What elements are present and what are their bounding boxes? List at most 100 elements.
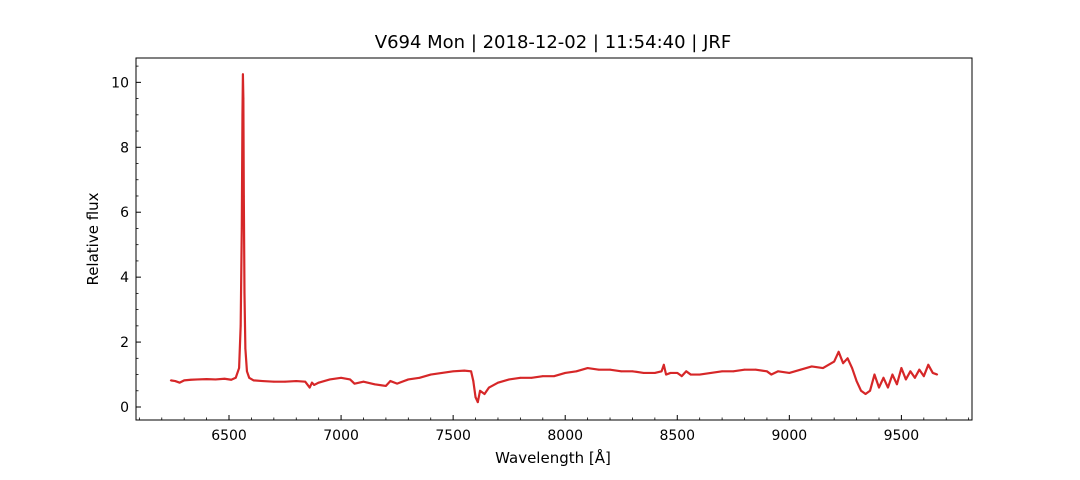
data-point <box>178 381 181 384</box>
data-point <box>284 380 286 383</box>
data-point <box>721 370 723 373</box>
data-point <box>822 367 824 369</box>
data-point <box>662 363 665 366</box>
data-point <box>396 382 399 385</box>
data-point <box>214 378 217 381</box>
data-point <box>575 370 578 373</box>
plot-frame <box>135 57 973 421</box>
data-point <box>362 380 365 383</box>
data-point <box>660 370 663 373</box>
axes: 6500 7000 7500 8000 8500 9000 9500 0 2 4 6 8 10 <box>111 57 973 444</box>
data-point <box>174 380 177 382</box>
data-point <box>242 73 244 76</box>
data-point <box>922 375 925 378</box>
data-point <box>252 379 255 382</box>
data-point <box>851 367 853 369</box>
data-point <box>766 370 768 373</box>
data-point <box>308 386 311 389</box>
data-point <box>669 372 672 374</box>
data-point <box>246 370 248 373</box>
y-tick-label: 2 <box>120 335 129 351</box>
data-point <box>313 384 316 386</box>
data-point <box>295 380 298 382</box>
data-point <box>873 373 876 376</box>
data-point <box>743 368 746 371</box>
data-point <box>429 373 432 376</box>
data-point <box>620 370 623 373</box>
data-point <box>519 376 522 379</box>
data-point <box>349 378 351 381</box>
data-point <box>689 373 692 376</box>
data-point <box>441 372 443 374</box>
data-point <box>183 379 186 382</box>
data-point <box>709 372 712 374</box>
data-point <box>385 385 387 387</box>
data-point <box>261 380 264 382</box>
plot-area <box>169 73 939 404</box>
x-tick-label: 8500 <box>659 428 695 444</box>
data-point <box>239 324 242 327</box>
data-point <box>470 370 472 373</box>
data-point <box>244 347 247 350</box>
data-point <box>328 378 331 381</box>
data-point <box>909 370 912 373</box>
data-point <box>842 362 845 365</box>
y-tick-label: 4 <box>120 270 129 286</box>
data-point <box>373 383 376 386</box>
x-tick-label: 7500 <box>435 428 471 444</box>
data-point <box>810 365 813 368</box>
data-point <box>389 380 392 382</box>
data-point <box>508 378 511 381</box>
data-point <box>242 97 245 100</box>
data-point <box>240 227 243 230</box>
data-point <box>864 393 867 395</box>
data-point <box>223 377 226 380</box>
data-point <box>242 195 245 197</box>
data-point <box>869 389 871 392</box>
data-point <box>642 372 645 374</box>
data-point <box>698 373 701 376</box>
data-point <box>230 378 233 381</box>
data-point <box>541 375 544 378</box>
data-point <box>887 386 889 389</box>
data-point <box>479 389 481 392</box>
data-point <box>340 376 342 379</box>
data-point <box>248 376 251 379</box>
data-point <box>272 380 275 383</box>
data-point <box>653 372 656 374</box>
data-point <box>609 368 611 371</box>
data-point <box>476 401 479 404</box>
x-tick-label: 6500 <box>211 428 247 444</box>
y-tick-label: 0 <box>120 400 129 416</box>
data-point <box>891 373 894 376</box>
y-axis-label: Relative flux <box>84 192 102 285</box>
data-point <box>846 357 849 360</box>
x-axis-label: Wavelength [Å] <box>495 448 611 467</box>
data-point <box>353 382 356 385</box>
x-tick-label: 8000 <box>547 428 583 444</box>
data-point <box>777 370 780 373</box>
data-point <box>205 378 208 380</box>
data-point <box>483 393 486 395</box>
data-point <box>754 368 757 371</box>
data-point <box>304 380 307 383</box>
data-point <box>169 379 172 382</box>
data-point <box>407 378 410 381</box>
data-point <box>586 367 589 369</box>
y-tick-label: 10 <box>111 75 129 91</box>
data-point <box>553 375 555 378</box>
data-point <box>896 383 898 386</box>
data-point <box>931 372 934 374</box>
data-point <box>463 369 466 372</box>
data-point <box>837 350 840 353</box>
data-point <box>788 372 791 374</box>
data-point <box>665 373 667 376</box>
spectrum-line <box>170 73 938 404</box>
data-point <box>190 378 192 381</box>
data-point <box>878 386 880 389</box>
data-point <box>564 372 567 374</box>
data-point <box>196 378 199 381</box>
data-point <box>234 376 237 379</box>
data-point <box>474 396 477 399</box>
